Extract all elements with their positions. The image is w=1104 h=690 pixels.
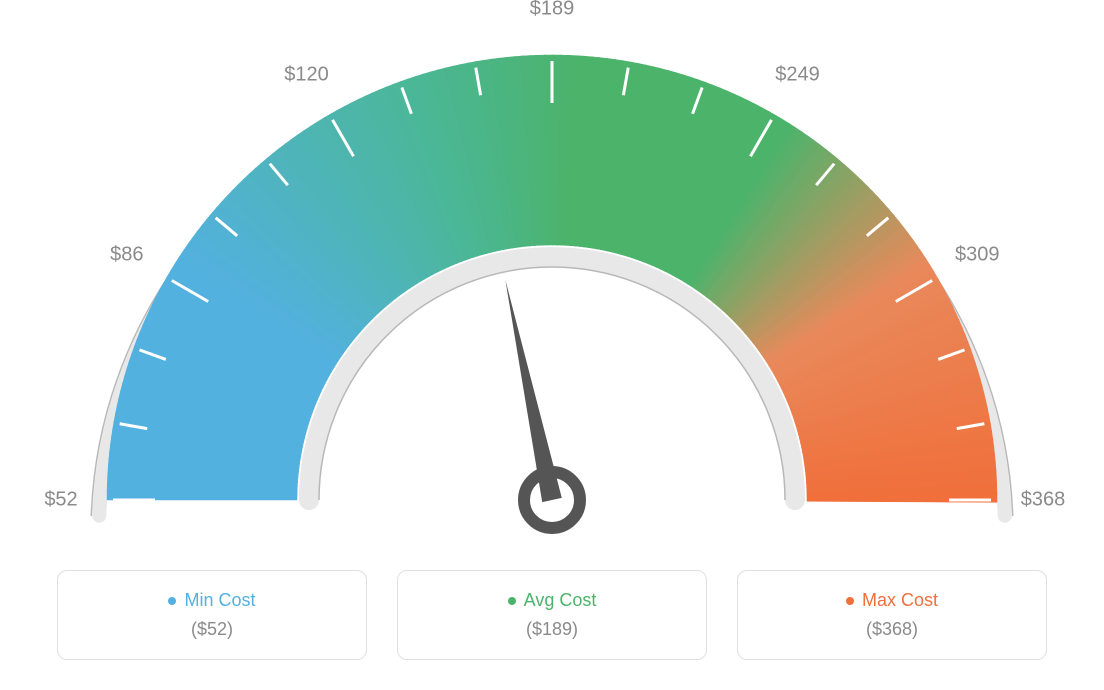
legend-label: Min Cost bbox=[184, 590, 255, 611]
legend-card-avg: Avg Cost ($189) bbox=[397, 570, 707, 660]
legend-card-max: Max Cost ($368) bbox=[737, 570, 1047, 660]
gauge-tick-label: $52 bbox=[44, 489, 77, 512]
dot-icon bbox=[508, 597, 516, 605]
dot-icon bbox=[846, 597, 854, 605]
legend-title-min: Min Cost bbox=[168, 590, 255, 611]
gauge-tick-label: $249 bbox=[775, 63, 820, 86]
legend-card-min: Min Cost ($52) bbox=[57, 570, 367, 660]
legend-title-avg: Avg Cost bbox=[508, 590, 597, 611]
legend-value-min: ($52) bbox=[191, 619, 233, 640]
legend-value-max: ($368) bbox=[866, 619, 918, 640]
cost-gauge: $52 $86 $120 $189 $249 $309 $368 bbox=[0, 0, 1104, 560]
gauge-tick-label: $120 bbox=[284, 63, 329, 86]
gauge-svg bbox=[0, 0, 1104, 560]
legend-label: Max Cost bbox=[862, 590, 938, 611]
gauge-tick-label: $86 bbox=[110, 243, 143, 266]
gauge-tick-label: $309 bbox=[955, 243, 1000, 266]
legend-label: Avg Cost bbox=[524, 590, 597, 611]
gauge-tick-label: $368 bbox=[1021, 489, 1066, 512]
legend-value-avg: ($189) bbox=[526, 619, 578, 640]
legend-row: Min Cost ($52) Avg Cost ($189) Max Cost … bbox=[0, 570, 1104, 660]
gauge-tick-label: $189 bbox=[530, 0, 575, 21]
legend-title-max: Max Cost bbox=[846, 590, 938, 611]
dot-icon bbox=[168, 597, 176, 605]
